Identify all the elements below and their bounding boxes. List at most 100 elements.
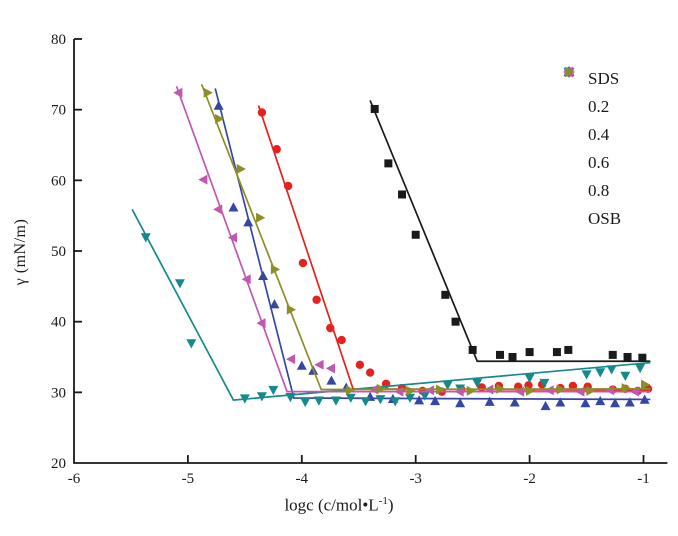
marker-triangle-left bbox=[325, 363, 336, 374]
marker-triangle-down bbox=[524, 373, 535, 384]
marker-circle bbox=[365, 368, 375, 377]
marker-triangle-down bbox=[539, 378, 550, 389]
marker-triangle-down bbox=[620, 371, 631, 381]
x-tick-label: -6 bbox=[68, 471, 81, 487]
legend-item-0.4: 0.4 bbox=[561, 66, 621, 148]
marker-triangle-down bbox=[345, 393, 356, 403]
marker-triangle-down bbox=[472, 378, 483, 389]
marker-circle bbox=[337, 335, 346, 345]
marker-square bbox=[608, 350, 617, 359]
marker-triangle-right bbox=[215, 113, 225, 124]
ratio-0.6-triangle-down-icon bbox=[561, 68, 577, 170]
y-tick-label: 50 bbox=[51, 244, 66, 260]
marker-triangle-down bbox=[360, 397, 371, 407]
x-axis-label-main: logc (c/mol•L bbox=[284, 495, 379, 515]
marker-triangle-left bbox=[424, 385, 435, 396]
marker-triangle-up bbox=[455, 398, 466, 408]
marker-triangle-down bbox=[405, 393, 416, 403]
marker-triangle-right bbox=[556, 384, 566, 395]
ratio-0.2-circle-icon bbox=[561, 67, 577, 114]
y-tick-label: 80 bbox=[51, 32, 66, 48]
marker-triangle-up bbox=[484, 396, 495, 406]
marker-triangle-down bbox=[300, 397, 311, 408]
series-0.6 bbox=[131, 208, 651, 408]
marker-circle bbox=[355, 360, 365, 369]
marker-triangle-up bbox=[296, 360, 307, 370]
y-tick-label: 70 bbox=[51, 103, 66, 119]
marker-triangle-up bbox=[213, 100, 224, 110]
marker-triangle-left bbox=[285, 354, 296, 365]
legend-item-0.2: 0.2 bbox=[561, 67, 621, 120]
marker-triangle-down bbox=[330, 396, 341, 406]
marker-triangle-right bbox=[565, 66, 575, 78]
fit-line-0.6 bbox=[131, 208, 651, 402]
marker-square bbox=[468, 345, 477, 354]
ratio-0.4-triangle-up-icon bbox=[561, 66, 577, 142]
ratio-0.8-triangle-left-icon bbox=[561, 66, 577, 198]
marker-triangle-left bbox=[241, 274, 251, 285]
fit-line-0.4 bbox=[214, 88, 651, 401]
x-tick-label: -5 bbox=[182, 471, 195, 487]
marker-triangle-left bbox=[213, 204, 223, 215]
fit-line-sds bbox=[369, 100, 651, 363]
marker-triangle-up bbox=[509, 397, 520, 407]
marker-triangle-down bbox=[174, 279, 185, 289]
legend-label-sds: SDS bbox=[588, 68, 620, 88]
marker-triangle-down bbox=[256, 392, 267, 402]
marker-triangle-up bbox=[269, 299, 280, 309]
marker-triangle-right bbox=[346, 385, 356, 396]
marker-square bbox=[564, 345, 573, 354]
series-osb bbox=[200, 83, 651, 396]
x-tick-label: -1 bbox=[637, 471, 650, 487]
marker-triangle-down bbox=[419, 391, 430, 401]
marker-triangle-right bbox=[526, 385, 536, 396]
legend-item-osb: OSB bbox=[561, 66, 622, 232]
legend-label-osb: OSB bbox=[588, 208, 622, 228]
marker-triangle-left bbox=[173, 87, 183, 98]
marker-triangle-up bbox=[639, 394, 650, 404]
marker-triangle-down bbox=[268, 385, 279, 396]
legend: SDS 0.2 0.4 0.6 0.8 OSB bbox=[561, 64, 621, 232]
marker-square bbox=[525, 348, 534, 357]
x-tick-label: -4 bbox=[296, 471, 309, 487]
marker-circle bbox=[568, 381, 578, 391]
tick-labels: -6 -5 -4 -3 -2 -1 20 30 40 50 60 70 80 bbox=[51, 32, 650, 487]
x-tick-label: -3 bbox=[409, 471, 422, 487]
marker-square bbox=[384, 159, 393, 168]
marker-triangle-right bbox=[641, 379, 651, 390]
marker-circle bbox=[283, 181, 293, 191]
series-0.4 bbox=[213, 88, 651, 411]
marker-triangle-down bbox=[186, 339, 197, 349]
fit-line-osb bbox=[200, 83, 651, 391]
marker-triangle-up bbox=[258, 270, 269, 281]
marker-triangle-up bbox=[580, 398, 591, 408]
y-tick-label: 60 bbox=[51, 173, 66, 189]
marker-triangle-down bbox=[442, 380, 453, 391]
marker-square bbox=[441, 290, 450, 299]
marker-circle bbox=[312, 295, 321, 304]
marker-triangle-up bbox=[540, 400, 551, 411]
marker-square bbox=[508, 353, 517, 362]
marker-triangle-up bbox=[243, 217, 254, 227]
marker-triangle-up bbox=[624, 397, 635, 407]
marker-triangle-down bbox=[581, 370, 592, 380]
marker-triangle-down bbox=[595, 368, 606, 378]
marker-circle bbox=[326, 323, 335, 333]
y-tick-label: 30 bbox=[51, 385, 66, 401]
marker-triangle-up bbox=[555, 397, 566, 407]
legend-item-0.6: 0.6 bbox=[561, 68, 621, 176]
marker-triangle-right bbox=[621, 383, 631, 394]
marker-triangle-right bbox=[466, 385, 476, 396]
y-tick-label: 20 bbox=[51, 456, 66, 472]
x-axis-label: logc (c/mol•L-1) bbox=[0, 495, 678, 516]
marker-square bbox=[398, 190, 407, 199]
marker-triangle-left bbox=[544, 385, 554, 396]
legend-label-0.4: 0.4 bbox=[588, 124, 610, 144]
marker-triangle-right bbox=[496, 383, 506, 394]
y-tick-label: 40 bbox=[51, 315, 66, 331]
marker-triangle-down bbox=[239, 394, 250, 404]
legend-marker-svg bbox=[565, 66, 575, 78]
marker-square bbox=[451, 317, 460, 326]
marker-square bbox=[370, 104, 379, 113]
